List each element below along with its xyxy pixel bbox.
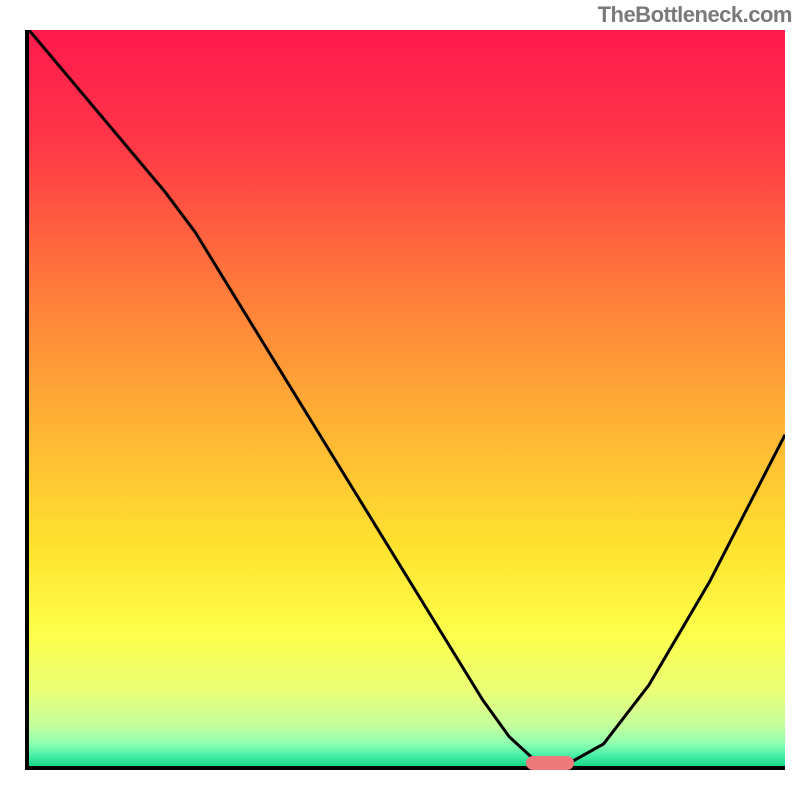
- plot-area: [25, 30, 785, 770]
- bottleneck-curve: [29, 30, 785, 766]
- watermark-text: TheBottleneck.com: [598, 2, 792, 28]
- optimal-marker: [526, 756, 574, 770]
